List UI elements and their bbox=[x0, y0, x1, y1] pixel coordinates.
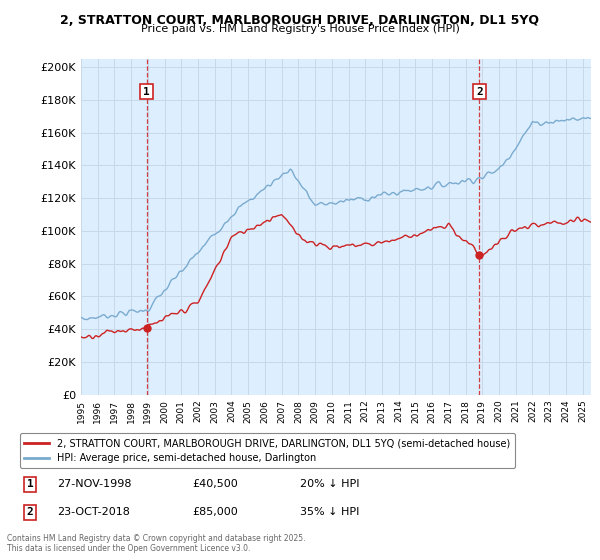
Text: 1: 1 bbox=[143, 87, 150, 96]
Text: 1: 1 bbox=[26, 479, 34, 489]
Text: 35% ↓ HPI: 35% ↓ HPI bbox=[300, 507, 359, 517]
Text: 23-OCT-2018: 23-OCT-2018 bbox=[57, 507, 130, 517]
Text: 2, STRATTON COURT, MARLBOROUGH DRIVE, DARLINGTON, DL1 5YQ: 2, STRATTON COURT, MARLBOROUGH DRIVE, DA… bbox=[61, 14, 539, 27]
Text: 2: 2 bbox=[476, 87, 483, 96]
Text: 20% ↓ HPI: 20% ↓ HPI bbox=[300, 479, 359, 489]
Text: £40,500: £40,500 bbox=[192, 479, 238, 489]
Text: Contains HM Land Registry data © Crown copyright and database right 2025.
This d: Contains HM Land Registry data © Crown c… bbox=[7, 534, 306, 553]
Legend: 2, STRATTON COURT, MARLBOROUGH DRIVE, DARLINGTON, DL1 5YQ (semi-detached house),: 2, STRATTON COURT, MARLBOROUGH DRIVE, DA… bbox=[20, 433, 515, 468]
Text: 27-NOV-1998: 27-NOV-1998 bbox=[57, 479, 131, 489]
Text: £85,000: £85,000 bbox=[192, 507, 238, 517]
Text: Price paid vs. HM Land Registry's House Price Index (HPI): Price paid vs. HM Land Registry's House … bbox=[140, 24, 460, 34]
Text: 2: 2 bbox=[26, 507, 34, 517]
